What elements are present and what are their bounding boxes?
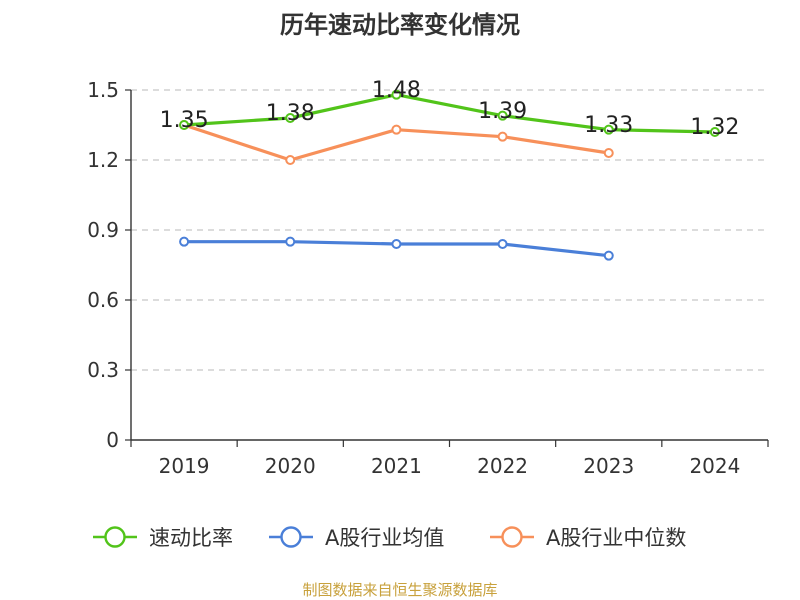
y-tick-label: 0.9 [87,218,119,242]
y-tick-label: 0.3 [87,358,119,382]
x-tick-label: 2024 [689,454,740,478]
data-point[interactable] [497,131,508,142]
grid [131,89,768,371]
data-label: 1.38 [266,101,315,126]
y-tick-label: 1.5 [87,78,119,102]
data-point[interactable] [179,120,190,130]
legend[interactable]: 速动比率 A股行业均值 A股行业中位数 [93,526,686,550]
x-tick-label: 2022 [477,454,528,478]
data-point[interactable] [497,239,508,249]
x-tick-label: 2020 [265,454,316,478]
data-labels: 1.35 1.38 1.48 1.39 1.33 1.32 [160,78,740,140]
data-point[interactable] [391,239,402,249]
axes: 0 0.3 0.6 0.9 1.2 1.5 2019 2020 2021 2022 2023 2024 [87,78,769,478]
legend-swatch-marker [280,526,302,548]
x-tick-label: 2021 [371,454,422,478]
legend-label: A股行业均值 [325,526,444,550]
series-1 [179,236,614,261]
data-point[interactable] [285,236,296,247]
data-point[interactable] [285,113,296,123]
y-tick-label: 0.6 [87,288,119,312]
data-label: 1.33 [584,113,633,138]
data-point[interactable] [709,127,720,137]
legend-item[interactable]: A股行业均值 [269,526,444,550]
x-tick-label: 2023 [583,454,634,478]
legend-item[interactable]: 速动比率 [93,526,233,550]
source-note: 制图数据来自恒生聚源数据库 [302,581,497,599]
data-label: 1.32 [690,115,739,140]
series-2 [179,120,614,165]
legend-label: 速动比率 [149,526,233,550]
y-tick-label: 1.2 [87,148,119,172]
legend-label: A股行业中位数 [546,526,686,550]
data-label: 1.48 [372,78,421,103]
data-label: 1.39 [478,99,527,124]
legend-swatch-marker [501,526,523,548]
legend-item[interactable]: A股行业中位数 [490,526,686,550]
series-line [182,93,717,134]
chart-title: 历年速动比率变化情况 [280,11,520,39]
data-point[interactable] [603,124,614,135]
series-group [179,89,720,261]
data-point[interactable] [497,110,508,121]
legend-swatch-marker [104,526,126,548]
series-0 [179,89,720,137]
data-point[interactable] [391,124,402,135]
data-point[interactable] [179,236,190,247]
data-point[interactable] [603,148,614,158]
data-point[interactable] [285,155,296,165]
data-label: 1.35 [160,108,209,133]
y-tick-label: 0 [106,428,119,452]
data-point[interactable] [391,89,402,100]
x-tick-label: 2019 [159,454,210,478]
data-point[interactable] [603,250,614,261]
